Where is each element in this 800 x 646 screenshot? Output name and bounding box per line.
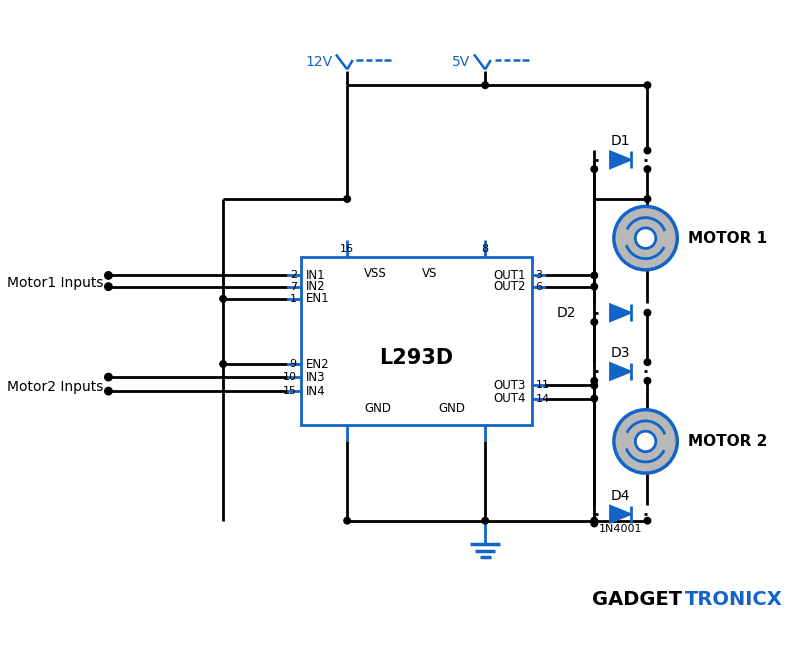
Text: TRONICX: TRONICX — [685, 590, 782, 609]
Text: 11: 11 — [535, 380, 550, 390]
Bar — [301, 257, 532, 424]
Text: IN3: IN3 — [306, 371, 326, 384]
Text: D4: D4 — [610, 488, 630, 503]
Ellipse shape — [635, 228, 656, 249]
Text: 14: 14 — [535, 393, 550, 404]
Text: IN1: IN1 — [306, 269, 326, 282]
Text: 8: 8 — [482, 244, 489, 255]
Polygon shape — [610, 304, 630, 321]
Text: OUT1: OUT1 — [494, 269, 526, 282]
Circle shape — [644, 147, 650, 154]
Polygon shape — [610, 506, 630, 523]
Circle shape — [591, 272, 598, 278]
Text: EN1: EN1 — [306, 292, 330, 306]
Circle shape — [644, 377, 650, 384]
Text: GND: GND — [364, 402, 391, 415]
Circle shape — [591, 166, 598, 172]
Text: MOTOR 2: MOTOR 2 — [689, 434, 768, 449]
Text: 12V: 12V — [305, 55, 332, 69]
Text: GADGET: GADGET — [592, 590, 682, 609]
Circle shape — [105, 283, 112, 290]
Circle shape — [591, 382, 598, 389]
Text: VS: VS — [422, 267, 437, 280]
Ellipse shape — [635, 431, 656, 452]
Circle shape — [591, 395, 598, 402]
Text: D1: D1 — [610, 134, 630, 148]
Text: D2: D2 — [556, 306, 576, 320]
Text: OUT4: OUT4 — [494, 392, 526, 405]
Circle shape — [105, 272, 112, 279]
Text: VSS: VSS — [364, 267, 386, 280]
Text: 15: 15 — [283, 386, 297, 396]
Text: OUT3: OUT3 — [494, 379, 526, 392]
Polygon shape — [610, 363, 630, 380]
Text: 2: 2 — [290, 271, 297, 280]
Circle shape — [220, 360, 226, 368]
Text: Motor2 Inputs: Motor2 Inputs — [7, 380, 104, 394]
Circle shape — [644, 309, 650, 316]
Circle shape — [591, 520, 598, 526]
Circle shape — [344, 196, 350, 202]
Circle shape — [591, 377, 598, 384]
Circle shape — [644, 359, 650, 366]
Text: 9: 9 — [290, 359, 297, 369]
Circle shape — [482, 82, 489, 89]
Circle shape — [591, 319, 598, 326]
Circle shape — [591, 517, 598, 524]
Text: 1N4001: 1N4001 — [598, 524, 642, 534]
Text: EN2: EN2 — [306, 357, 330, 371]
Text: 5V: 5V — [452, 55, 470, 69]
Circle shape — [644, 196, 650, 202]
Text: 10: 10 — [283, 372, 297, 382]
Circle shape — [591, 284, 598, 290]
Text: OUT2: OUT2 — [494, 280, 526, 293]
Circle shape — [344, 517, 350, 524]
Text: Motor1 Inputs: Motor1 Inputs — [7, 276, 104, 290]
Ellipse shape — [614, 410, 678, 473]
Text: L293D: L293D — [379, 348, 454, 368]
Circle shape — [644, 82, 650, 89]
Text: MOTOR 1: MOTOR 1 — [689, 231, 767, 245]
Circle shape — [105, 373, 112, 381]
Circle shape — [220, 295, 226, 302]
Circle shape — [644, 517, 650, 524]
Text: 16: 16 — [340, 244, 354, 255]
Text: IN2: IN2 — [306, 280, 326, 293]
Ellipse shape — [614, 207, 678, 270]
Text: 7: 7 — [290, 282, 297, 291]
Text: 3: 3 — [535, 271, 542, 280]
Circle shape — [644, 166, 650, 172]
Circle shape — [105, 388, 112, 395]
Text: D3: D3 — [610, 346, 630, 360]
Circle shape — [482, 517, 489, 524]
Text: 1: 1 — [290, 294, 297, 304]
Polygon shape — [610, 151, 630, 168]
Text: 6: 6 — [535, 282, 542, 291]
Text: GND: GND — [438, 402, 466, 415]
Text: IN4: IN4 — [306, 384, 326, 397]
